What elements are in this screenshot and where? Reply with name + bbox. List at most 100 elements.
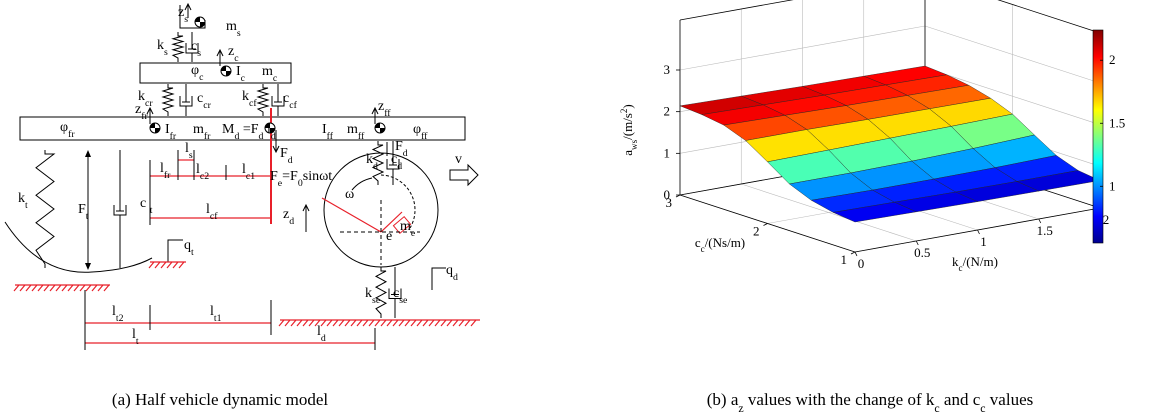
diagram-label: ccr	[197, 91, 212, 111]
label-text: values with the change of k	[744, 390, 935, 409]
label-sub: se	[399, 295, 408, 306]
label-text: k	[157, 38, 164, 53]
diagram-label: ks	[157, 38, 168, 58]
label-text: v	[455, 152, 462, 167]
label-sub: ws	[629, 139, 639, 150]
label-sub: fr	[204, 131, 211, 142]
diagram-label: kcf	[242, 89, 257, 109]
diagram-label: cs	[191, 39, 201, 59]
label-sub: t	[86, 211, 89, 222]
label-text: ω	[345, 187, 354, 202]
label-text: /(N/m)	[963, 254, 998, 269]
label-text: and c	[940, 390, 981, 409]
diagram-label: kt	[18, 191, 28, 211]
caption-b: (b) az values with the change of kc and …	[707, 390, 1033, 415]
label-sub: t	[136, 336, 139, 347]
y-tick-label: 3	[666, 195, 673, 210]
label-text: =F	[282, 169, 298, 184]
label-text: k	[18, 191, 25, 206]
y-tick-label: 1	[841, 252, 848, 267]
tick-mark	[764, 224, 768, 226]
diagram-label: qt	[184, 238, 194, 258]
figure: zsmskscszcφcIcmckcrccrkcfccfzfrzffφfrIfr…	[0, 0, 1159, 417]
x-tick-label: 1	[980, 234, 987, 249]
label-text: φ	[191, 63, 199, 78]
colorbar	[1093, 30, 1103, 243]
diagram-label: Fe=F0sinωt	[270, 169, 332, 189]
label-sub: s	[197, 48, 201, 59]
label-sub: c2	[200, 171, 209, 182]
label-text: F	[78, 202, 86, 217]
arrow	[303, 205, 309, 232]
label-sub: cf	[210, 211, 218, 222]
label-text: (a) Half vehicle dynamic model	[112, 390, 328, 409]
diagram-label: v	[455, 152, 462, 167]
diagram-label: lfr	[160, 161, 171, 181]
diagram-label: ccf	[283, 91, 298, 111]
caption-a: (a) Half vehicle dynamic model	[112, 390, 328, 409]
diagram-label: me	[400, 219, 416, 239]
spring	[173, 32, 183, 62]
x-axis-label: kc/(N/m)	[952, 254, 998, 273]
diagram-label: zd	[283, 207, 294, 227]
y-axis-label: cc/(Ns/m)	[695, 235, 745, 254]
label-text: c	[140, 196, 150, 211]
label-text: k	[365, 286, 372, 301]
diagram-label: zc	[228, 44, 239, 64]
diagram-label: qd	[446, 263, 458, 283]
label-sub: s	[189, 150, 193, 161]
ground	[149, 262, 186, 268]
label-sub: c	[241, 73, 246, 84]
label-text: F	[280, 146, 288, 161]
label-sub: ff	[384, 108, 391, 119]
surface-chart: 012300.511.52123aws/(m/s2)kc/(N/m)cc/(Ns…	[619, 0, 1125, 273]
spring	[376, 267, 386, 318]
x-tick-label: 2	[1103, 212, 1110, 227]
label-sub: cr	[145, 98, 153, 109]
label-text: F	[270, 169, 278, 184]
label-sub: cr	[203, 100, 211, 111]
label-sub: d	[373, 161, 378, 172]
x-tick-label: 1.5	[1037, 223, 1053, 238]
label-text: m	[193, 122, 204, 137]
label-sub: fr	[164, 170, 171, 181]
spring	[163, 84, 173, 116]
label-text: m	[262, 64, 273, 79]
diagram-label: c t	[140, 196, 153, 216]
omega-arc	[352, 178, 372, 190]
y-tick-label: 2	[753, 224, 760, 239]
label-text: values	[986, 390, 1034, 409]
diagram-label: e	[386, 229, 392, 244]
x-tick-label: 0	[858, 256, 865, 271]
label-sub: d	[403, 148, 408, 159]
label-sub: fr	[170, 131, 177, 142]
label-text: m	[400, 219, 411, 234]
ground	[279, 320, 480, 326]
label-text: /(Ns/m)	[705, 235, 745, 250]
colorbar-tick-label: 2	[1109, 52, 1116, 67]
z-tick-label: 1	[664, 145, 671, 160]
diagram-label: kd	[366, 152, 378, 172]
label-text: q	[446, 263, 453, 278]
diagram-label: lt1	[210, 304, 222, 324]
label-text: k	[242, 89, 249, 104]
diagram-label: ls	[185, 141, 193, 161]
tick-mark	[855, 252, 857, 256]
label-sub: t	[25, 200, 28, 211]
diagram-label: lt2	[112, 304, 124, 324]
tyre-arc	[5, 222, 152, 272]
diagram-label: ld	[317, 324, 326, 344]
label-sub: cf	[249, 98, 257, 109]
label-sub: se	[372, 295, 381, 306]
tick-mark	[851, 252, 855, 254]
diagram-label: Fd	[280, 146, 293, 166]
label-sub: d	[453, 272, 458, 283]
z-axis-label: aws/(m/s2)	[619, 104, 639, 156]
diagram-label: lc1	[242, 162, 255, 182]
colorbar-tick-label: 1	[1109, 178, 1116, 193]
label-text: φ	[60, 120, 68, 135]
label-sub: d	[289, 216, 294, 227]
label-text: M	[222, 122, 235, 137]
x-tick-label: 0.5	[914, 245, 930, 260]
label-sub: fr	[68, 129, 75, 140]
